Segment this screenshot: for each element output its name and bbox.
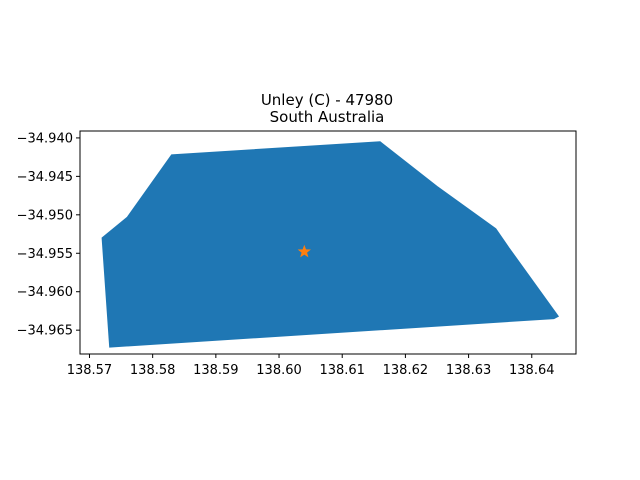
y-tick-label: −34.940: [17, 131, 73, 146]
x-tick-label: 138.58: [130, 363, 176, 378]
y-axis: −34.940 −34.945 −34.950 −34.955 −34.960 −34.9…: [17, 131, 80, 339]
x-tick-label: 138.60: [256, 363, 302, 378]
x-axis: 138.57 138.58 138.59 138.60 138.61 138.62 138.…: [67, 354, 555, 378]
plot-area: [101, 141, 560, 348]
x-tick-label: 138.59: [193, 363, 239, 378]
chart-title-line1: Unley (C) - 47980: [261, 91, 393, 109]
y-tick-label: −34.950: [17, 208, 73, 223]
x-tick-label: 138.62: [383, 363, 429, 378]
centroid-star-marker: [297, 244, 311, 258]
y-tick-label: −34.960: [17, 285, 73, 300]
y-tick-label: −34.955: [17, 247, 73, 262]
chart-title-line2: South Australia: [270, 108, 385, 126]
y-tick-label: −34.965: [17, 324, 73, 339]
axes-frame: [79, 130, 577, 355]
region-polygon: [101, 141, 560, 348]
x-tick-label: 138.63: [446, 363, 492, 378]
x-tick-label: 138.57: [67, 363, 113, 378]
x-tick-label: 138.61: [319, 363, 365, 378]
x-tick-label: 138.64: [509, 363, 555, 378]
y-tick-label: −34.945: [17, 170, 73, 185]
